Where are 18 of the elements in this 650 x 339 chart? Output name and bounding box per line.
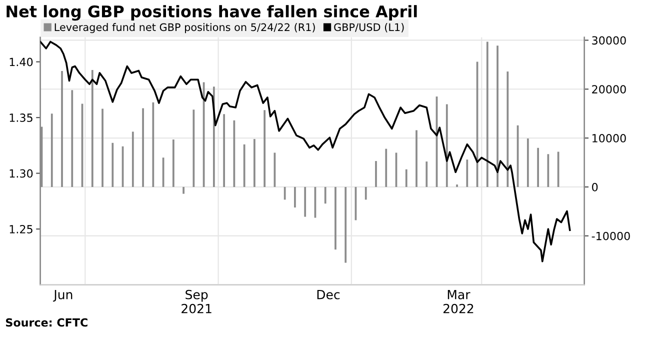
y2-tick-label: 0	[592, 182, 598, 192]
y2-tick-label: 20000	[592, 85, 626, 94]
y-tick-label: 1.25	[10, 225, 32, 234]
legend-label: GBP/USD (L1)	[334, 23, 404, 32]
y-tick-label: 1.35	[10, 114, 32, 122]
source-note: Source: CFTC	[6, 318, 88, 327]
y2-tick-label: 10000	[592, 134, 626, 142]
y-tick-label: 1.30	[10, 169, 33, 178]
x-tick-label: Dec	[317, 290, 340, 300]
y2-tick-label: 30000	[592, 36, 626, 45]
x-tick-label: Sep 2021	[182, 290, 212, 314]
x-tick-label: Jun	[53, 290, 72, 302]
legend-label: Leveraged fund net GBP positions on 5/24/22 (R1)	[54, 23, 315, 34]
chart-title: Net long GBP positions have fallen since April	[6, 5, 417, 21]
y2-tick-label: -10000	[592, 232, 630, 240]
y-tick-label: 1.40	[10, 58, 33, 66]
x-tick-label: Mar 2022	[443, 290, 474, 314]
line-series	[40, 40, 571, 262]
